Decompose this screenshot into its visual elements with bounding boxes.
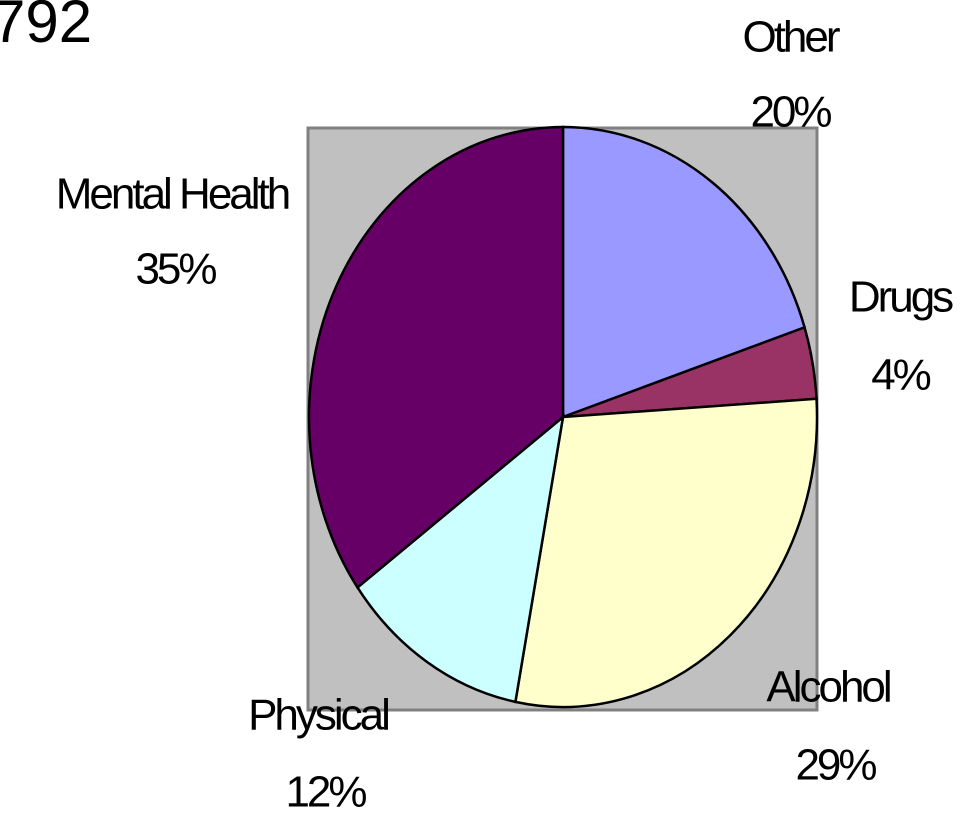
chart-title: 792 (0, 0, 92, 55)
slice-label: Mental Health (56, 170, 289, 219)
pie-slice (307, 125, 565, 590)
pie-slice (355, 413, 565, 704)
slice-label: Drugs (849, 273, 953, 322)
slice-label: Alcohol (766, 663, 890, 712)
slice-value-label: 4% (871, 351, 930, 400)
slice-label: Physical (248, 691, 388, 740)
slice-value-label: 12% (285, 768, 366, 817)
pie-slice (561, 125, 807, 419)
pie-slice (513, 397, 819, 709)
slice-value-label: 29% (795, 741, 876, 790)
slice-label: Other (742, 13, 839, 62)
slice-value-label: 20% (750, 88, 831, 137)
slice-value-label: 35% (135, 245, 216, 294)
